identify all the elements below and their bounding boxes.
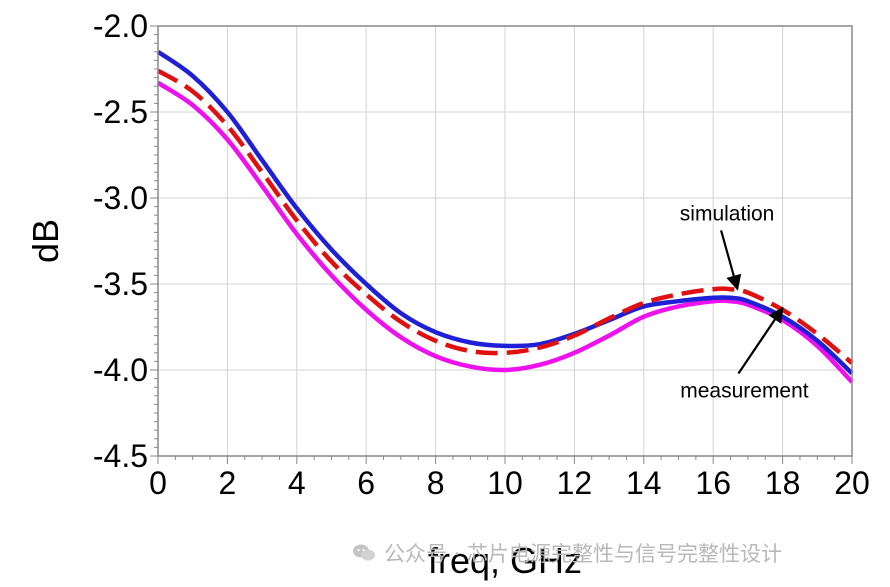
annotation-label-0: simulation (680, 202, 775, 225)
x-tick-label-3: 6 (357, 465, 375, 501)
series-layer (156, 49, 854, 384)
annotation-arrow-0 (720, 230, 742, 291)
watermark-text: 公众号 · 芯片电源完整性与信号完整性设计 (384, 542, 783, 566)
annotation-arrow-1 (737, 306, 784, 375)
x-tick-label-2: 4 (288, 465, 306, 501)
x-tick-label-4: 8 (427, 465, 445, 501)
y-tick-label-5: -4.5 (93, 438, 148, 474)
x-tick-label-7: 14 (626, 465, 662, 501)
x-tick-label-9: 18 (765, 465, 801, 501)
x-tick-label-8: 16 (695, 465, 731, 501)
series-line-2 (156, 80, 854, 384)
annotation-label-1: measurement (680, 380, 809, 403)
x-axis-title: freq, GHz (428, 540, 582, 581)
wechat-icon (353, 544, 375, 561)
series-line-0 (156, 49, 854, 376)
x-tick-label-5: 10 (487, 465, 523, 501)
y-tick-label-1: -2.5 (93, 94, 148, 130)
x-tick-label-0: 0 (149, 465, 167, 501)
axis-ticks: 0 2 4 6 8 10 12 14 16 18 20 -2.0 -2.5 -3.0 -3.5 -4.0 -4.… (93, 8, 870, 501)
x-tick-label-6: 12 (557, 465, 593, 501)
y-axis-title: dB (25, 219, 66, 263)
y-tick-label-0: -2.0 (93, 8, 148, 44)
y-tick-label-4: -4.0 (93, 352, 148, 388)
annotations: simulation measurement (680, 202, 809, 402)
y-tick-label-3: -3.5 (93, 266, 148, 302)
x-tick-label-10: 20 (834, 465, 870, 501)
y-tick-label-2: -3.0 (93, 180, 148, 216)
series-line-1 (156, 68, 854, 365)
x-tick-label-1: 2 (219, 465, 237, 501)
watermark: 公众号 · 芯片电源完整性与信号完整性设计 (352, 538, 782, 568)
